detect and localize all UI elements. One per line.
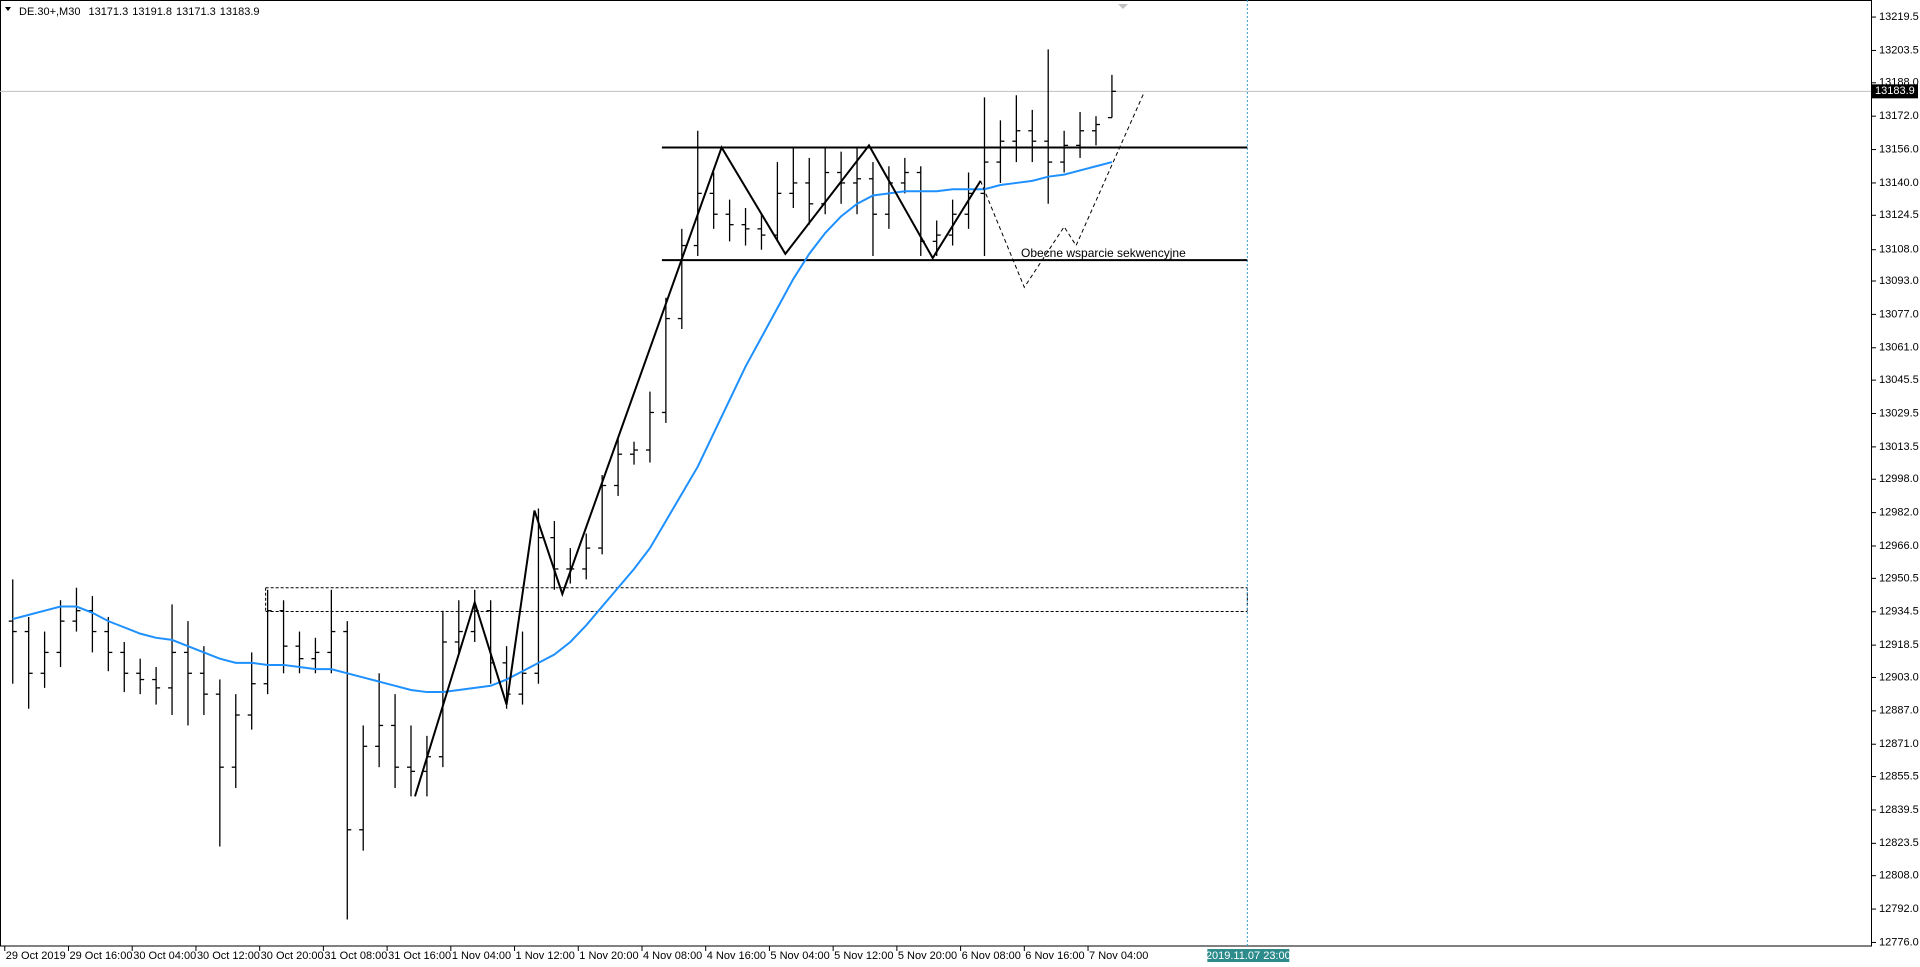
cursor-label: 2019.11.07 23:00: [1206, 950, 1291, 962]
x-tick-label: 5 Nov 20:00: [898, 950, 957, 962]
plot-frame: [0, 0, 1872, 947]
x-tick-label: 30 Oct 04:00: [133, 950, 196, 962]
y-tick-label: 13219.5: [1879, 11, 1919, 23]
y-tick-label: 13124.5: [1879, 209, 1919, 221]
y-tick-label: 13045.5: [1879, 374, 1919, 386]
y-tick-label: 12808.0: [1879, 870, 1919, 882]
x-tick-label: 4 Nov 16:00: [707, 950, 766, 962]
y-tick-label: 12855.5: [1879, 770, 1919, 782]
y-tick-label: 12966.0: [1879, 540, 1919, 552]
y-tick-label: 12903.0: [1879, 671, 1919, 683]
zigzag: [414, 143, 982, 797]
x-tick-label: 6 Nov 08:00: [962, 950, 1021, 962]
y-tick-label: 13140.0: [1879, 177, 1919, 189]
annotation: Obecne wsparcie sekwencyjne: [1021, 246, 1186, 260]
x-tick-label: 4 Nov 08:00: [643, 950, 702, 962]
x-tick-label: 1 Nov 04:00: [452, 950, 511, 962]
y-tick-label: 12887.0: [1879, 705, 1919, 717]
shift-marker[interactable]: [1118, 4, 1128, 9]
x-tick-label: 29 Oct 16:00: [69, 950, 132, 962]
y-tick-label: 13093.0: [1879, 275, 1919, 287]
y-tick-label: 13203.5: [1879, 44, 1919, 56]
y-tick-label: 13061.0: [1879, 342, 1919, 354]
menu-arrow[interactable]: [5, 7, 11, 11]
y-tick-label: 13156.0: [1879, 143, 1919, 155]
x-tick-label: 30 Oct 12:00: [197, 950, 260, 962]
header-low: 13171.3: [176, 6, 216, 18]
x-tick-label: 5 Nov 04:00: [770, 950, 829, 962]
moving-average: [12, 161, 1113, 694]
x-tick-label: 29 Oct 2019: [6, 950, 66, 962]
y-tick-label: 13077.0: [1879, 308, 1919, 320]
x-tick-label: 31 Oct 08:00: [324, 950, 387, 962]
header-high: 13191.8: [132, 6, 172, 18]
cursor-label-box: [1207, 949, 1290, 962]
x-tick-label: 30 Oct 20:00: [261, 950, 324, 962]
header-close: 13183.9: [220, 6, 260, 18]
y-tick-label: 13108.0: [1879, 244, 1919, 256]
x-tick-label: 5 Nov 12:00: [834, 950, 893, 962]
x-tick-label: 31 Oct 16:00: [388, 950, 451, 962]
y-tick-label: 12918.5: [1879, 639, 1919, 651]
y-tick-label: 12823.5: [1879, 837, 1919, 849]
y-tick-label: 12871.0: [1879, 738, 1919, 750]
y-tick-label: 12792.0: [1879, 903, 1919, 915]
y-tick-label: 12950.5: [1879, 572, 1919, 584]
y-tick-label: 13013.5: [1879, 441, 1919, 453]
chart-header: DE.30+,M30 13171.3 13191.8 13171.3 13183.9: [19, 6, 260, 18]
current-price-label: 13183.9: [1875, 85, 1915, 97]
x-tick-label: 1 Nov 20:00: [579, 950, 638, 962]
x-tick-label: 1 Nov 12:00: [516, 950, 575, 962]
symbol-title: DE.30+,M30: [19, 6, 80, 18]
y-tick-label: 13172.0: [1879, 110, 1919, 122]
header-open: 13171.3: [88, 6, 128, 18]
x-tick-label: 7 Nov 04:00: [1089, 950, 1148, 962]
y-tick-label: 12776.0: [1879, 936, 1919, 948]
y-tick-label: 12934.5: [1879, 606, 1919, 618]
y-tick-label: 12839.5: [1879, 804, 1919, 816]
x-tick-label: 6 Nov 16:00: [1025, 950, 1084, 962]
y-tick-label: 12982.0: [1879, 507, 1919, 519]
y-tick-label: 12998.0: [1879, 473, 1919, 485]
current-price-box: [1872, 84, 1918, 99]
y-tick-label: 13029.5: [1879, 407, 1919, 419]
